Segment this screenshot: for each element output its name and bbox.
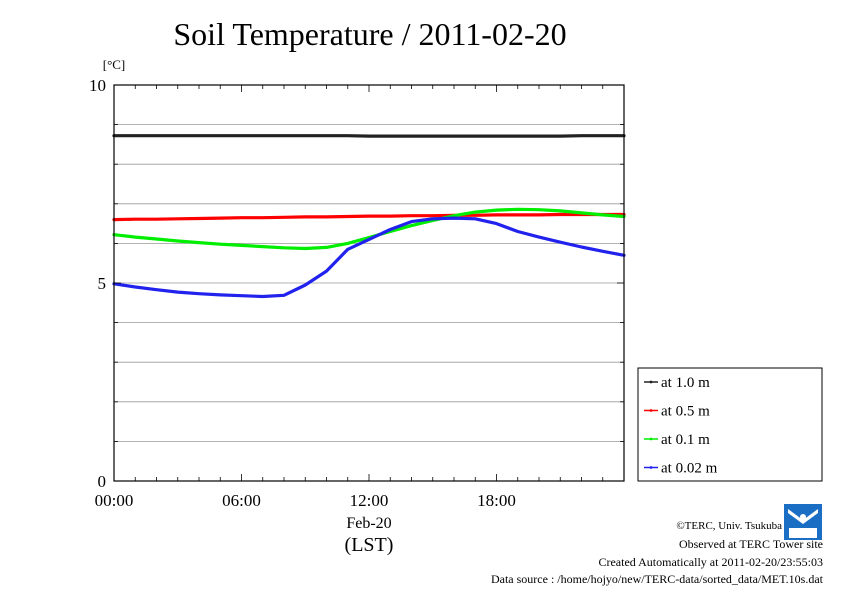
- y-tick-label: 10: [89, 76, 106, 95]
- x-date-label: Feb-20: [346, 515, 391, 532]
- footer-site: Observed at TERC Tower site: [678, 537, 823, 551]
- y-tick-label: 5: [98, 274, 107, 293]
- legend-label: at 0.1 m: [661, 432, 710, 448]
- x-tick-label: 12:00: [350, 491, 389, 510]
- chart-title: Soil Temperature / 2011-02-20: [173, 16, 566, 52]
- footer-copyright: ©TERC, Univ. Tsukuba: [676, 520, 782, 532]
- terc-logo-icon: [784, 504, 822, 540]
- x-tick-label: 00:00: [95, 491, 134, 510]
- footer-source: Data source : /home/hojyo/new/TERC-data/…: [490, 572, 823, 586]
- x-axis-label: (LST): [345, 534, 394, 556]
- y-tick-label: 0: [98, 472, 107, 491]
- series-line-2: [112, 207, 626, 251]
- gridlines: [114, 124, 624, 442]
- legend-label: at 0.5 m: [661, 404, 710, 420]
- legend-marker: [649, 380, 653, 384]
- legend-box: [637, 367, 823, 482]
- axis-ticks: 00:00 06:00 12:00 18:00 0 5 10: [89, 76, 625, 510]
- legend-label: at 0.02 m: [661, 461, 718, 477]
- legend-marker: [649, 466, 653, 469]
- footer-created: Created Automatically at 2011-02-20/23:5…: [598, 555, 823, 569]
- series-line-3: [112, 216, 626, 299]
- legend-marker: [649, 409, 653, 412]
- x-tick-label: 18:00: [477, 491, 516, 510]
- legend-label: at 1.0 m: [661, 375, 710, 391]
- legend: at 1.0 m at 0.5 m at 0.1 m at 0.02 m: [637, 367, 823, 482]
- legend-marker: [649, 437, 653, 441]
- x-tick-label: 06:00: [222, 491, 261, 510]
- series-line-1: [112, 212, 626, 222]
- y-axis-label: [°C]: [103, 57, 126, 72]
- series-lines: [112, 134, 626, 299]
